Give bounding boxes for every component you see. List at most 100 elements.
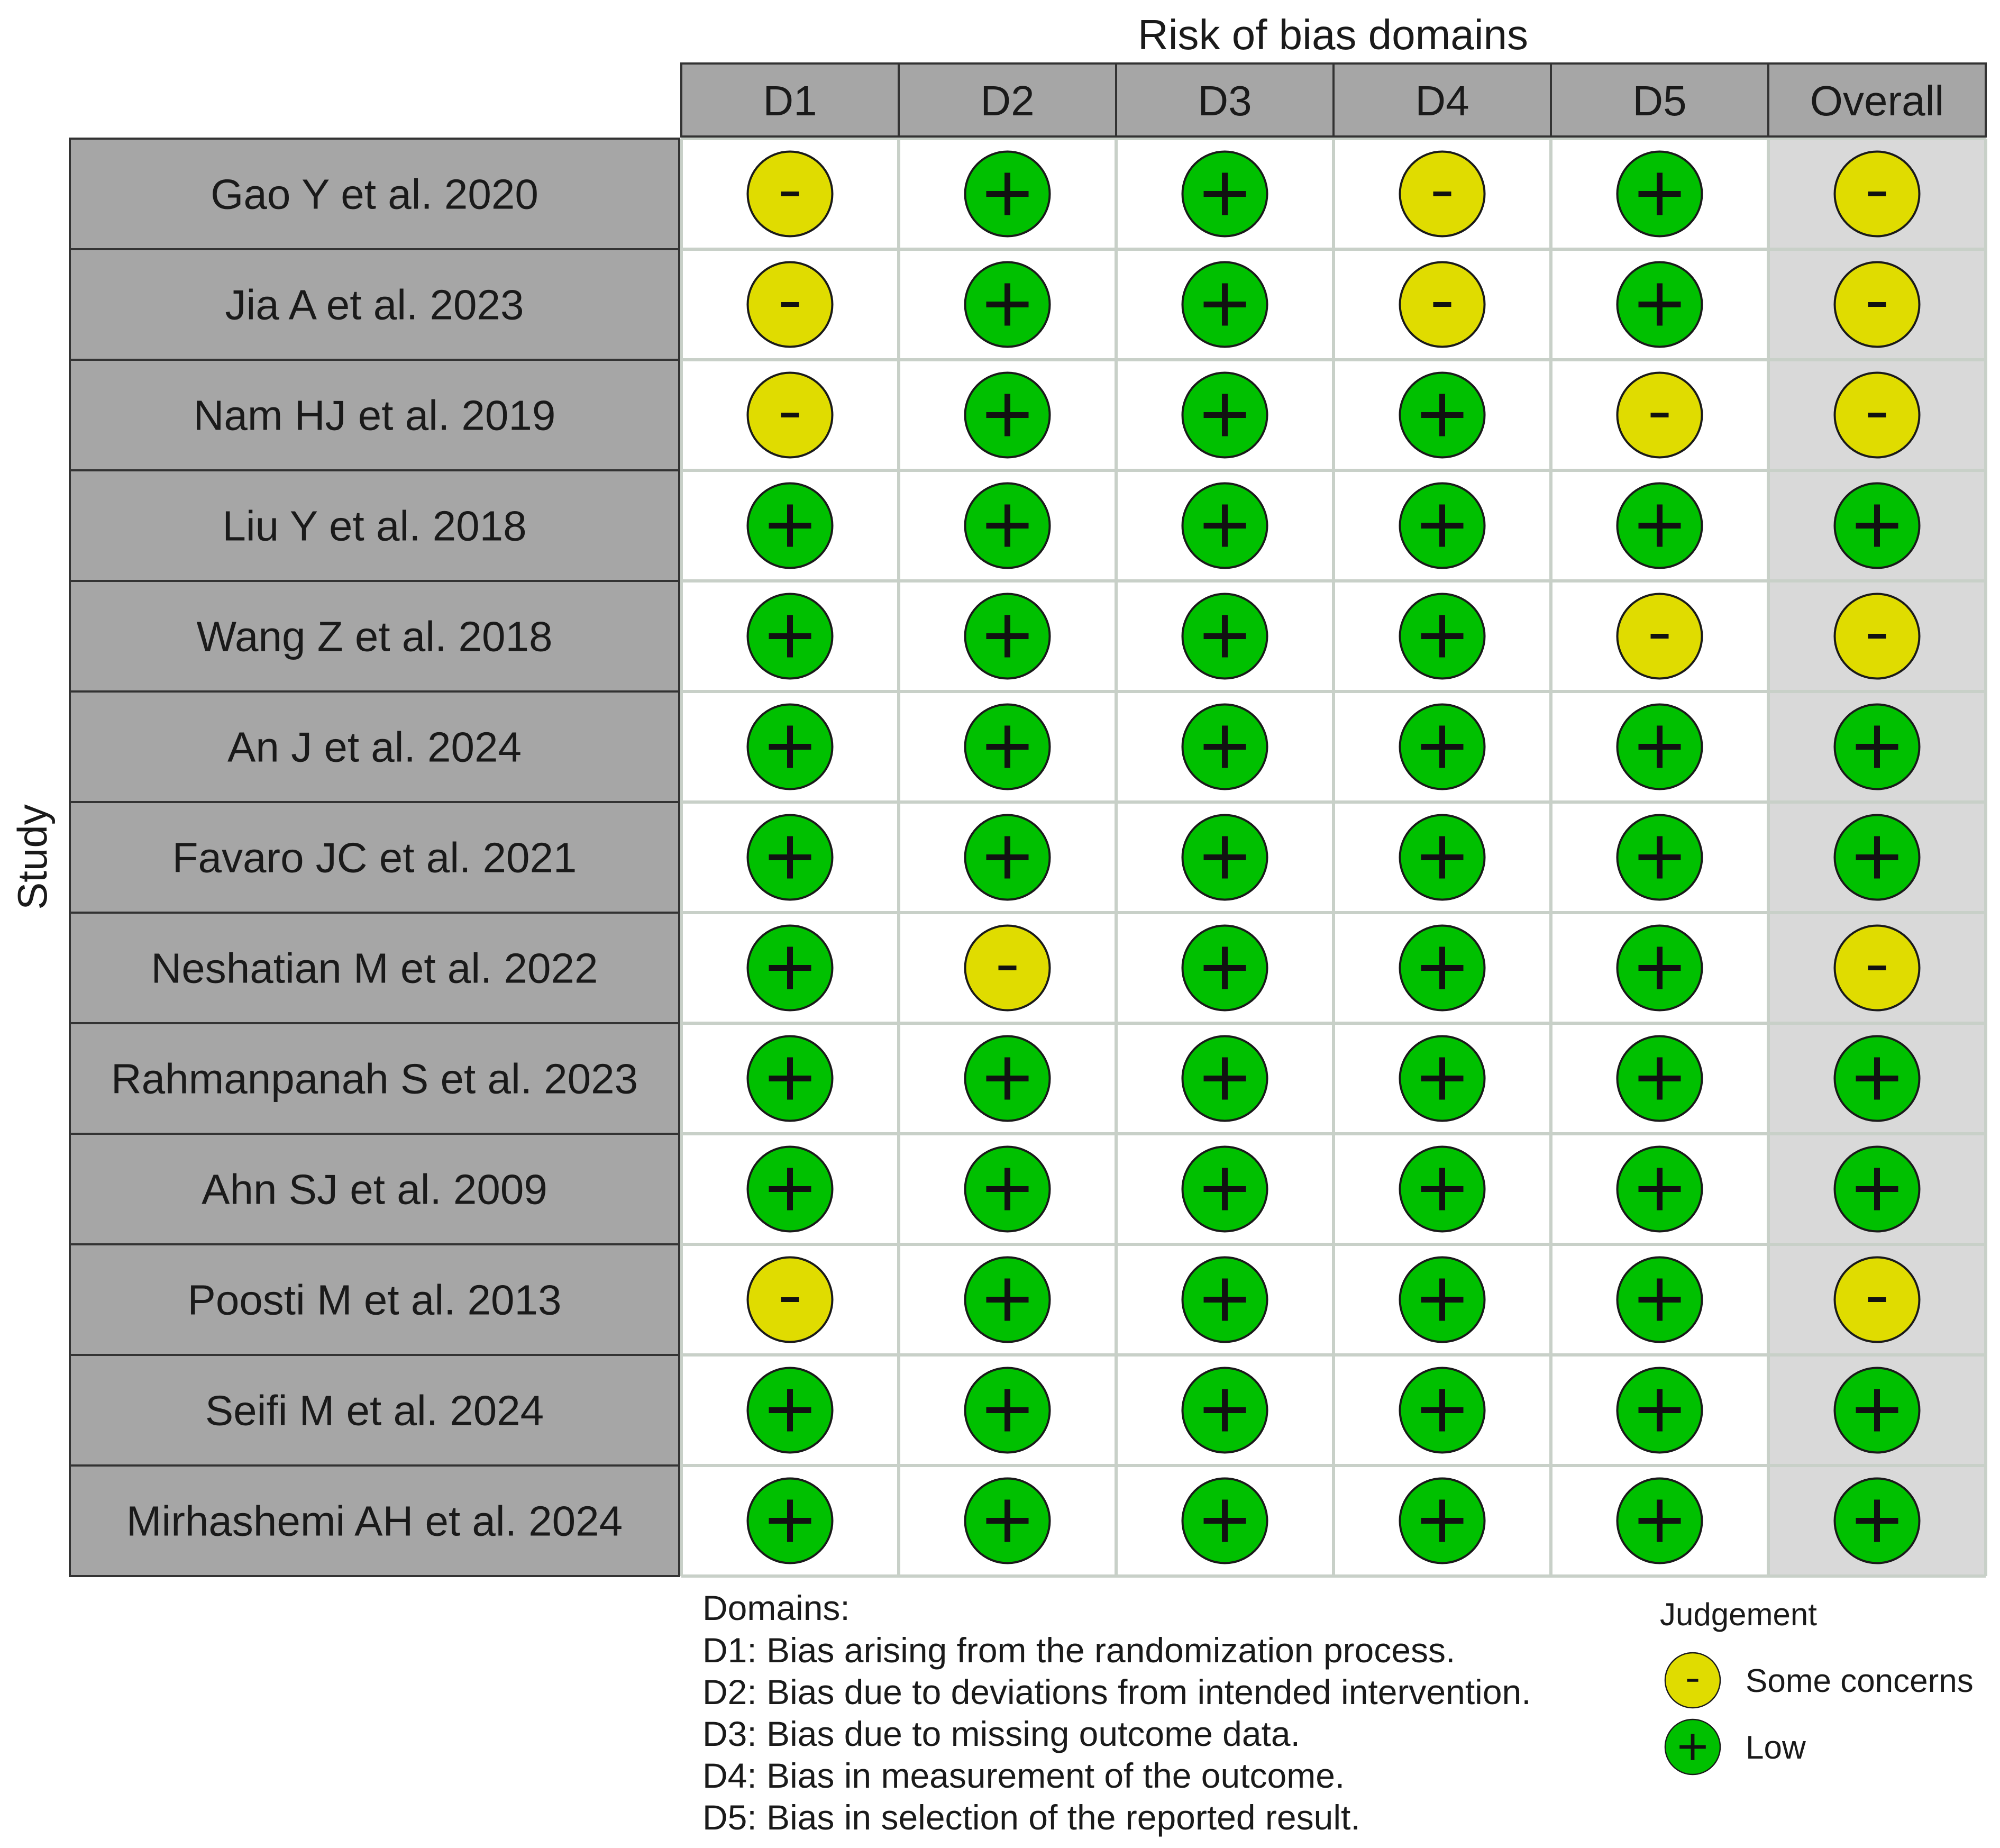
study-label: Gao Y et al. 2020 bbox=[211, 171, 538, 218]
judgement-d4-low bbox=[1399, 1477, 1486, 1564]
judgement-d3-low bbox=[1181, 150, 1268, 238]
judgement-d4-low bbox=[1399, 1035, 1486, 1122]
plus-vertical bbox=[1004, 504, 1010, 547]
header-cell-d5 bbox=[1550, 62, 1769, 138]
judgement-d4-some-concerns bbox=[1399, 150, 1486, 238]
plus-vertical bbox=[1657, 836, 1663, 879]
plus-vertical bbox=[1222, 1389, 1228, 1432]
judgement-d5-low bbox=[1616, 1145, 1703, 1233]
judgement-overall-low bbox=[1833, 1035, 1921, 1122]
judgement-d1-low bbox=[746, 593, 834, 680]
domains-heading: Domains: bbox=[702, 1588, 850, 1627]
plus-vertical bbox=[1222, 1168, 1228, 1210]
judgement-d2-low bbox=[964, 1477, 1051, 1564]
plus-vertical bbox=[1657, 1057, 1663, 1100]
judgement-d3-low bbox=[1181, 924, 1268, 1012]
judgement-d1-low bbox=[746, 1145, 834, 1233]
plus-vertical bbox=[787, 1168, 793, 1210]
legend-symbol-low bbox=[1664, 1718, 1721, 1776]
plus-vertical bbox=[1657, 1278, 1663, 1321]
minus-bar bbox=[1433, 192, 1451, 196]
judgement-d2-low bbox=[964, 703, 1051, 790]
plus-vertical bbox=[1004, 615, 1010, 658]
domain-description: D5: Bias in selection of the reported re… bbox=[702, 1798, 1360, 1837]
plus-vertical bbox=[1222, 1278, 1228, 1321]
study-label: Wang Z et al. 2018 bbox=[197, 613, 553, 660]
judgement-d5-some-concerns bbox=[1616, 593, 1703, 680]
judgement-d5-low bbox=[1616, 703, 1703, 790]
plus-vertical bbox=[1439, 946, 1445, 989]
judgement-d4-low bbox=[1399, 1256, 1486, 1343]
judgement-d1-some-concerns bbox=[746, 261, 834, 348]
plus-vertical bbox=[787, 1499, 793, 1542]
judgement-overall-low bbox=[1833, 703, 1921, 790]
plus-vertical bbox=[1004, 725, 1010, 768]
plus-vertical bbox=[1222, 283, 1228, 326]
judgement-d1-some-concerns bbox=[746, 371, 834, 459]
judgement-d3-low bbox=[1181, 261, 1268, 348]
domain-header-row: D1 D2 D3 D4 D5 Overall bbox=[680, 62, 1987, 138]
study-label: Nam HJ et al. 2019 bbox=[194, 392, 556, 439]
judgement-d1-low bbox=[746, 924, 834, 1012]
judgement-d4-low bbox=[1399, 1367, 1486, 1454]
minus-bar bbox=[1433, 302, 1451, 307]
header-cell-overall bbox=[1767, 62, 1987, 138]
header-label-d1: D1 bbox=[763, 77, 817, 124]
plus-vertical bbox=[1657, 283, 1663, 326]
plus-vertical bbox=[1874, 1168, 1880, 1210]
judgement-d4-low bbox=[1399, 593, 1486, 680]
judgement-d4-some-concerns bbox=[1399, 261, 1486, 348]
minus-bar bbox=[1687, 1679, 1698, 1682]
plus-vertical bbox=[1874, 1499, 1880, 1542]
judgement-d3-low bbox=[1181, 703, 1268, 790]
plus-vertical bbox=[787, 1057, 793, 1100]
judgement-marks bbox=[746, 150, 1921, 1564]
legend-label: Low bbox=[1746, 1729, 1806, 1766]
judgement-overall-some-concerns bbox=[1833, 261, 1921, 348]
judgement-d5-low bbox=[1616, 261, 1703, 348]
judgement-d1-low bbox=[746, 703, 834, 790]
judgement-overall-some-concerns bbox=[1833, 593, 1921, 680]
plus-vertical bbox=[1439, 1057, 1445, 1100]
domain-description: D4: Bias in measurement of the outcome. bbox=[702, 1756, 1345, 1795]
plus-vertical bbox=[1222, 504, 1228, 547]
plus-vertical bbox=[1004, 1278, 1010, 1321]
plus-vertical bbox=[1004, 1389, 1010, 1432]
judgement-overall-low bbox=[1833, 814, 1921, 901]
study-cell bbox=[69, 1354, 680, 1467]
minus-bar bbox=[1868, 966, 1886, 970]
plus-vertical bbox=[1439, 1278, 1445, 1321]
plus-vertical bbox=[787, 615, 793, 658]
study-label: Neshatian M et al. 2022 bbox=[151, 945, 598, 992]
judgement-d5-low bbox=[1616, 1367, 1703, 1454]
judgement-d3-low bbox=[1181, 1035, 1268, 1122]
plus-vertical bbox=[1439, 836, 1445, 879]
judgement-overall-some-concerns bbox=[1833, 1256, 1921, 1343]
plus-vertical bbox=[787, 836, 793, 879]
plus-vertical bbox=[1439, 504, 1445, 547]
plus-vertical bbox=[1222, 615, 1228, 658]
judgement-d4-low bbox=[1399, 482, 1486, 569]
judgement-d2-low bbox=[964, 482, 1051, 569]
judgement-d4-low bbox=[1399, 371, 1486, 459]
study-label: Favaro JC et al. 2021 bbox=[172, 834, 577, 881]
plus-vertical bbox=[1004, 394, 1010, 436]
judgement-d1-low bbox=[746, 1035, 834, 1122]
study-cell bbox=[69, 138, 680, 250]
domain-descriptions: Domains: D1: Bias arising from the rando… bbox=[702, 1588, 1531, 1837]
plus-vertical bbox=[1004, 283, 1010, 326]
study-label-column: Gao Y et al. 2020 Jia A et al. 2023 Nam HJ… bbox=[69, 138, 680, 1577]
judgement-overall-some-concerns bbox=[1833, 924, 1921, 1012]
plus-vertical bbox=[1004, 1499, 1010, 1542]
plus-vertical bbox=[1874, 836, 1880, 879]
judgement-d1-low bbox=[746, 1477, 834, 1564]
study-cell bbox=[69, 1133, 680, 1245]
judgement-d5-low bbox=[1616, 482, 1703, 569]
judgement-d2-low bbox=[964, 1367, 1051, 1454]
study-cell bbox=[69, 1243, 680, 1356]
study-label: Liu Y et al. 2018 bbox=[222, 503, 526, 550]
judgement-d5-some-concerns bbox=[1616, 371, 1703, 459]
judgement-d2-some-concerns bbox=[964, 924, 1051, 1012]
judgement-d3-low bbox=[1181, 1256, 1268, 1343]
